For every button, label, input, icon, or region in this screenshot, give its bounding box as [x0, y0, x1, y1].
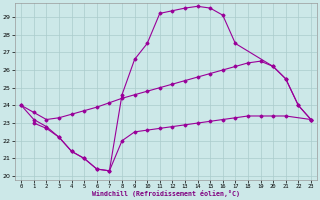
X-axis label: Windchill (Refroidissement éolien,°C): Windchill (Refroidissement éolien,°C) — [92, 190, 240, 197]
